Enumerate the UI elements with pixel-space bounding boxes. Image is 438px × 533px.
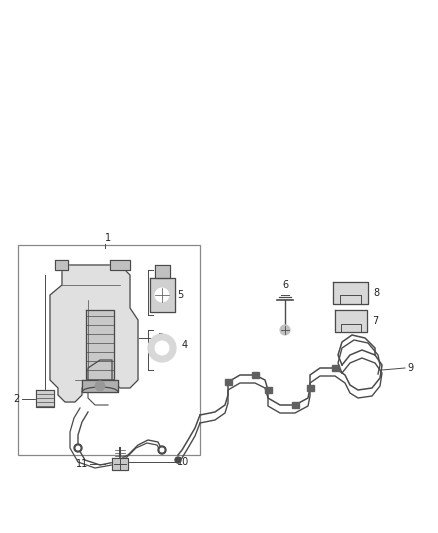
Circle shape [148, 334, 176, 362]
Polygon shape [82, 380, 118, 392]
Circle shape [175, 457, 181, 463]
Text: 9: 9 [407, 363, 413, 373]
Polygon shape [112, 458, 128, 470]
Polygon shape [55, 260, 68, 270]
Bar [252, 372, 259, 378]
Text: 1: 1 [105, 233, 111, 243]
Bar [292, 402, 299, 408]
Bar [225, 379, 232, 385]
Circle shape [155, 288, 169, 302]
Bar [332, 365, 339, 371]
Text: 8: 8 [373, 288, 379, 298]
Circle shape [158, 446, 166, 454]
Polygon shape [50, 265, 138, 402]
Text: 6: 6 [282, 280, 288, 290]
Text: 3: 3 [157, 333, 163, 343]
Circle shape [160, 448, 164, 452]
Polygon shape [86, 310, 114, 380]
Polygon shape [36, 390, 54, 407]
Circle shape [280, 325, 290, 335]
Text: 5: 5 [177, 290, 183, 300]
Circle shape [76, 446, 80, 450]
Polygon shape [110, 260, 130, 270]
Text: 7: 7 [372, 316, 378, 326]
Polygon shape [333, 282, 368, 304]
Circle shape [155, 341, 169, 355]
Bar [307, 385, 314, 391]
Polygon shape [155, 265, 170, 278]
Text: 4: 4 [182, 340, 188, 350]
Circle shape [74, 444, 82, 452]
Text: 2: 2 [14, 394, 20, 404]
Polygon shape [335, 310, 367, 332]
Circle shape [95, 381, 105, 391]
Bar [18, 245, 200, 455]
Polygon shape [150, 278, 175, 312]
Text: 11: 11 [76, 459, 88, 469]
Bar [265, 387, 272, 393]
Text: 10: 10 [177, 457, 189, 467]
